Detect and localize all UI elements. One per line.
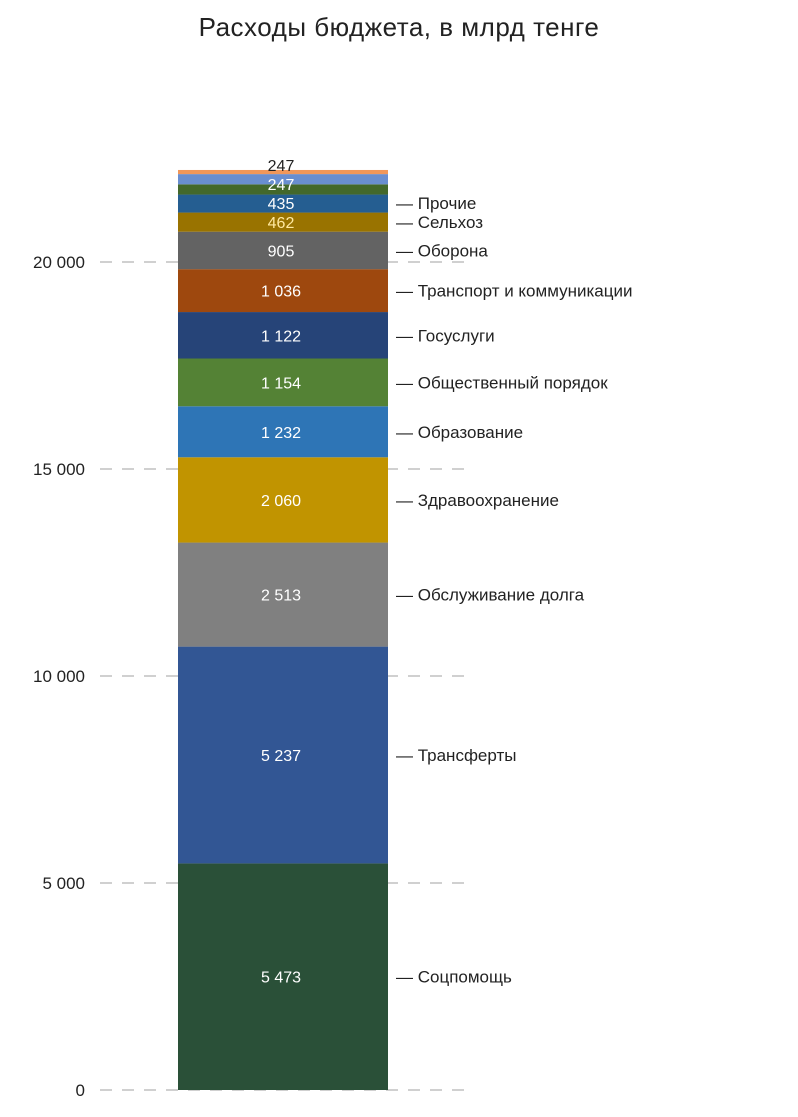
data-label: 2 513 [261, 588, 301, 605]
data-label: 905 [268, 243, 295, 260]
bar-segment [178, 406, 388, 458]
bar-segment [178, 269, 388, 313]
category-label: — Сельхоз [396, 213, 483, 232]
bar-segment [178, 194, 388, 213]
bar-segment [178, 542, 388, 647]
category-label: — Здравоохранение [396, 491, 559, 510]
data-label: 5 473 [261, 970, 301, 987]
bar-segment [178, 231, 388, 270]
data-label: 462 [268, 215, 295, 232]
data-label: 247 [268, 177, 295, 194]
data-label: 2 060 [261, 493, 301, 510]
y-tick-label: 0 [76, 1081, 85, 1100]
y-tick-label: 10 000 [33, 667, 85, 686]
bar-segment [178, 184, 388, 195]
bar-segment [178, 174, 388, 185]
data-label: 5 237 [261, 748, 301, 765]
y-tick-label: 15 000 [33, 460, 85, 479]
data-label: 1 036 [261, 284, 301, 301]
bar-segment [178, 358, 388, 407]
chart-title: Расходы бюджета, в млрд тенге [198, 12, 600, 42]
category-label: — Образование [396, 423, 523, 442]
category-label: — Общественный порядок [396, 373, 608, 392]
category-label: — Транспорт и коммуникации [396, 282, 632, 301]
category-label: — Госуслуги [396, 326, 495, 345]
bar-segment [178, 457, 388, 543]
bar-segment [178, 212, 388, 232]
category-label: — Соцпомощь [396, 968, 512, 987]
category-label: — Оборона [396, 241, 488, 260]
data-label: 247 [268, 158, 295, 175]
bar-segment [178, 312, 388, 359]
data-label: 435 [268, 196, 295, 213]
data-label: 1 154 [261, 375, 301, 392]
data-label: 1 122 [261, 328, 301, 345]
category-label: — Обслуживание долга [396, 586, 585, 605]
category-label: — Трансферты [396, 746, 516, 765]
y-tick-label: 20 000 [33, 253, 85, 272]
bar-segment [178, 169, 388, 175]
bar-segment [178, 863, 388, 1090]
bar-segment [178, 646, 388, 864]
category-label: — Прочие [396, 194, 476, 213]
data-label: 1 232 [261, 425, 301, 442]
y-tick-label: 5 000 [42, 874, 85, 893]
